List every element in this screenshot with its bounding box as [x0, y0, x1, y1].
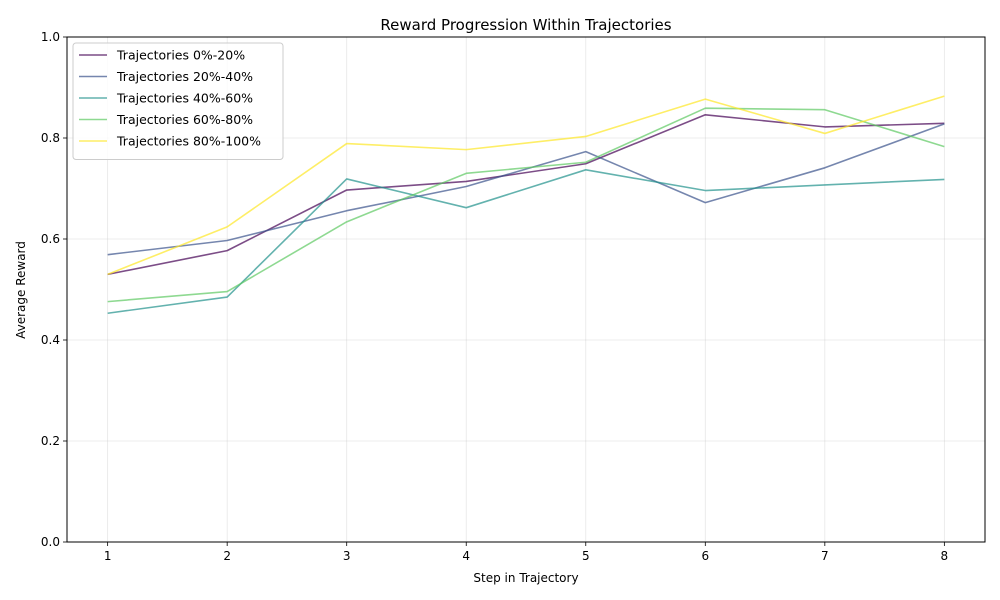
legend-label: Trajectories 80%-100% — [116, 134, 261, 149]
series-line — [107, 113, 945, 276]
y-tick-label: 1.0 — [41, 30, 60, 44]
series-line — [107, 123, 945, 256]
legend-label: Trajectories 60%-80% — [116, 112, 253, 127]
x-tick-label: 1 — [104, 549, 112, 563]
chart-title: Reward Progression Within Trajectories — [380, 16, 671, 34]
x-axis-label: Step in Trajectory — [473, 571, 578, 585]
legend-label: Trajectories 40%-60% — [116, 91, 253, 106]
x-tick-label: 7 — [821, 549, 829, 563]
x-tick-label: 2 — [223, 549, 231, 563]
y-tick-label: 0.6 — [41, 232, 60, 246]
x-tick-label: 4 — [462, 549, 470, 563]
legend-label: Trajectories 0%-20% — [116, 48, 245, 63]
y-axis-label: Average Reward — [14, 241, 28, 339]
series-line — [107, 95, 945, 276]
y-tick-label: 0.0 — [41, 535, 60, 549]
y-tick-label: 0.4 — [41, 333, 60, 347]
x-tick-label: 8 — [941, 549, 949, 563]
tick-layer: 1 2 3 4 5 6 7 8 0.0 0.2 0.4 0.6 0.8 1.0 — [41, 30, 948, 563]
legend-label: Trajectories 20%-40% — [116, 69, 253, 84]
plot-frame — [66, 36, 986, 543]
x-tick-label: 6 — [701, 549, 709, 563]
y-tick-label: 0.8 — [41, 131, 60, 145]
series-line — [107, 107, 945, 303]
series-layer — [107, 95, 945, 315]
y-tick-label: 0.2 — [41, 434, 60, 448]
series-line — [107, 169, 945, 315]
legend: Trajectories 0%-20% Trajectories 20%-40% T… — [72, 42, 284, 160]
x-tick-label: 5 — [582, 549, 590, 563]
x-tick-label: 3 — [343, 549, 351, 563]
legend-box — [72, 42, 284, 160]
